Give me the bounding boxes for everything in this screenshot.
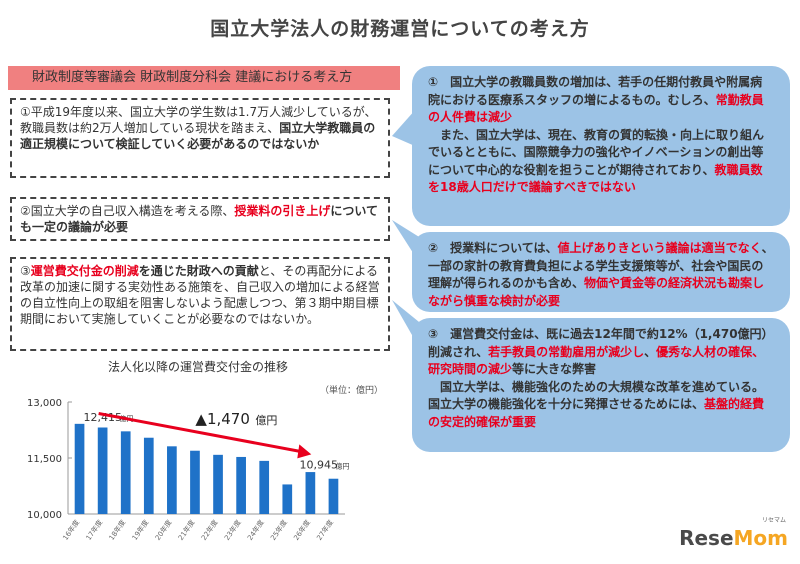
x-tick-label-11: 27年度 xyxy=(315,518,336,542)
bar-18年度 xyxy=(120,431,131,514)
response_1-segment-0: ① 国立大学の教職員数の増加は、若手の任期付教員や附属病院における医療系スタッフ… xyxy=(428,75,763,107)
response_3-segment-1: 若手教員の常勤雇用が減少し xyxy=(488,344,645,359)
bar-17年度 xyxy=(97,427,108,514)
x-tick-label-4: 20年度 xyxy=(153,518,174,542)
response_2-segment-1: 値上げありきという議論は適当でなく xyxy=(557,241,762,255)
proposal_2-segment-2: についても一定の議論が必要 xyxy=(20,204,379,234)
proposal_1-segment-0: ①平成19年度以来、国立大学の学生数は1.7万人減少しているが、教職員数は約2万… xyxy=(20,105,377,135)
bar-20年度 xyxy=(167,446,177,514)
grant-trend-chart: 10,000 11,500 13,000 16年度 17年度 18年度 19年度 20年度 21… xyxy=(27,398,349,542)
y-tick-label-0: 10,000 xyxy=(27,510,62,521)
response_1-segment-3: 教職員数を18歳人口だけで議論すべきではない xyxy=(428,162,763,195)
change-label: ▲1,470 xyxy=(195,410,249,428)
bar-21年度 xyxy=(190,450,200,514)
response-bubble-1: ① 国立大学の教職員数の増加は、若手の任期付教員や附属病院における医療系スタッフ… xyxy=(412,66,790,226)
x-tick-label-3: 19年度 xyxy=(130,518,151,542)
response_3-segment-2: 、 xyxy=(644,344,657,359)
proposal_3-segment-0: ③ xyxy=(20,264,31,278)
response_2-segment-3: 物価や賃金等の経済状況も勘案しながら慎重な検討が必要 xyxy=(428,276,765,308)
y-tick-label-2: 13,000 xyxy=(27,398,62,409)
chart-title: 法人化以降の運営費交付金の推移 xyxy=(108,360,289,374)
response_1-segment-1: 常勤教員の人件費は減少 xyxy=(428,92,764,125)
start-value-label: 12,415 xyxy=(84,411,123,424)
proposal_2-segment-0: ②国立大学の自己収入構造を考える際、 xyxy=(20,204,235,218)
change-unit: 億円 xyxy=(255,414,277,427)
proposal-box-2: ②国立大学の自己収入構造を考える際、授業料の引き上げについても一定の議論が必要 xyxy=(10,197,390,241)
x-tick-label-5: 21年度 xyxy=(176,518,197,542)
proposal-section-header: 財政制度等審議会 財政制度分科会 建議における考え方 xyxy=(8,66,400,90)
bar-27年度 xyxy=(328,478,339,514)
end-value-unit: 億円 xyxy=(335,462,349,471)
proposal_2-segment-1: 授業料の引き上げ xyxy=(234,204,331,218)
x-tick-label-0: 16年度 xyxy=(61,518,82,542)
response_3-segment-3: 優秀な人材の確保、研究時間の減少 xyxy=(428,344,765,377)
page-title: 国立大学法人の財務運営についての考え方 xyxy=(210,18,590,40)
y-tick-label-1: 11,500 xyxy=(27,454,62,465)
x-tick-label-1: 17年度 xyxy=(84,518,105,542)
decline-arrow-line xyxy=(98,412,306,454)
response_3-segment-0: ③ 運営費交付金は、既に過去12年間で約12%（1,470億円）削減され、 xyxy=(428,327,774,359)
logo-ruby: リセマム xyxy=(761,517,786,524)
bar-25年度 xyxy=(282,484,293,514)
proposal-box-1: ①平成19年度以来、国立大学の学生数は1.7万人減少しているが、教職員数は約2万… xyxy=(10,98,390,178)
decline-arrow-head xyxy=(297,444,312,459)
end-value-label: 10,945 xyxy=(299,459,338,472)
bar-16年度 xyxy=(74,423,85,514)
response_3-segment-4: 等に大きな弊害 xyxy=(512,362,597,376)
x-tick-label-10: 26年度 xyxy=(291,518,312,542)
proposal_1-segment-1: 国立大学教職員の適正規模について検証していく必要があるのではないか xyxy=(20,121,376,151)
x-tick-label-7: 23年度 xyxy=(222,518,243,542)
resemom-logo: ReseMom xyxy=(679,526,788,550)
bar-19年度 xyxy=(143,437,154,514)
proposal_3-segment-3: と、その再配分による改革の加速に関する実効性ある施策を、自己収入の増加による経営… xyxy=(20,264,380,326)
response-bubble-2: ② 授業料については、値上げありきという議論は適当でなく、一部の家計の教育費負担… xyxy=(412,232,790,312)
response-bubble-3: ③ 運営費交付金は、既に過去12年間で約12%（1,470億円）削減され、若手教… xyxy=(412,318,790,452)
x-tick-label-8: 24年度 xyxy=(245,518,266,542)
response_2-segment-2: 、一部の家計の教育費負担による学生支援策等が、社会や国民の理解が得られるのかも含… xyxy=(428,241,774,290)
response_3-segment-6: 基盤的経費の安定的確保が重要 xyxy=(428,397,765,429)
proposal_3-segment-1: 運営費交付金の削減 xyxy=(30,264,139,278)
response_3-segment-5: 国立大学は、機能強化のための大規模な改革を進めている。国立大学の機能強化を十分に… xyxy=(428,379,765,412)
x-tick-label-6: 22年度 xyxy=(199,518,220,542)
bar-23年度 xyxy=(236,456,246,514)
chart-unit-label: （単位：億円） xyxy=(320,386,384,396)
response_1-segment-2: また、国立大学は、現在、教育の質的転換・向上に取り組んでいるとともに、国際競争力… xyxy=(428,127,765,177)
x-tick-label-2: 18年度 xyxy=(107,518,128,542)
bar-22年度 xyxy=(213,454,223,514)
response_2-segment-0: ② 授業料については、 xyxy=(428,241,558,255)
proposal_3-segment-2: を通じた財政への貢献 xyxy=(138,264,259,278)
bar-24年度 xyxy=(259,460,270,514)
x-tick-label-9: 25年度 xyxy=(268,518,289,542)
bar-26年度 xyxy=(305,472,316,514)
proposal-box-3: ③運営費交付金の削減を通じた財政への貢献と、その再配分による改革の加速に関する実… xyxy=(10,257,390,351)
